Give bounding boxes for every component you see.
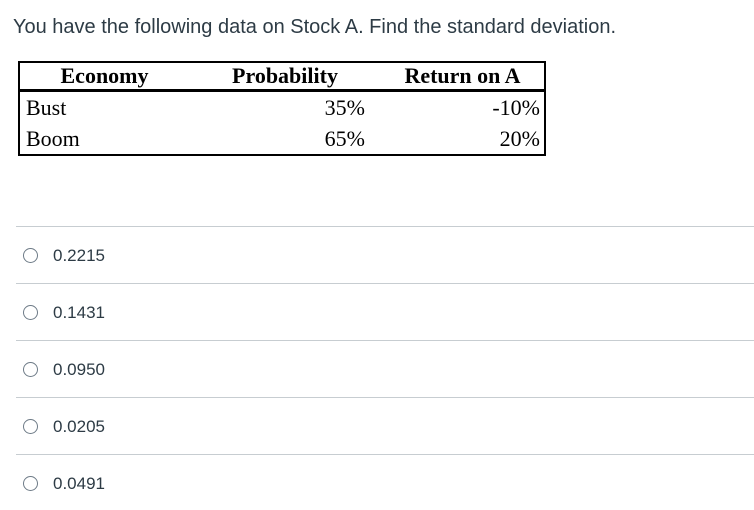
answer-option[interactable]: 0.0950 xyxy=(16,340,754,397)
table-header-return-on-a: Return on A xyxy=(381,62,545,92)
table-cell-probability: 65% xyxy=(324,125,365,151)
stock-data-table: Economy Probability Return on A Bust 35%… xyxy=(18,61,546,156)
radio-button-icon[interactable] xyxy=(23,361,38,377)
answer-option-label: 0.1431 xyxy=(53,302,105,322)
radio-button-icon[interactable] xyxy=(23,247,38,263)
table-row: Bust 35% -10% xyxy=(19,91,545,124)
table-header-row: Economy Probability Return on A xyxy=(19,62,545,92)
answer-option[interactable]: 0.2215 xyxy=(16,226,754,283)
table-cell-probability: 35% xyxy=(324,94,365,120)
question-text: You have the following data on Stock A. … xyxy=(13,16,617,38)
table-cell-economy: Boom xyxy=(26,125,80,151)
answer-option-label: 0.0491 xyxy=(53,473,105,493)
answer-option-label: 0.0205 xyxy=(53,416,105,436)
answer-option[interactable]: 0.0491 xyxy=(16,454,754,510)
table-cell-return: -10% xyxy=(492,94,540,120)
answer-option[interactable]: 0.1431 xyxy=(16,283,754,340)
answer-options-list: 0.2215 0.1431 0.0950 0.0205 0.0491 xyxy=(16,226,754,510)
answer-option-label: 0.0950 xyxy=(53,359,105,379)
table-row: Boom 65% 20% xyxy=(19,123,545,155)
table-cell-return: 20% xyxy=(499,125,540,151)
answer-option[interactable]: 0.0205 xyxy=(16,397,754,454)
table-cell-economy: Bust xyxy=(26,94,67,120)
answer-option-label: 0.2215 xyxy=(53,245,105,265)
table-header-probability: Probability xyxy=(189,62,381,92)
radio-button-icon[interactable] xyxy=(23,418,38,434)
table-header-economy: Economy xyxy=(19,62,189,92)
radio-button-icon[interactable] xyxy=(23,304,38,320)
radio-button-icon[interactable] xyxy=(23,475,38,491)
